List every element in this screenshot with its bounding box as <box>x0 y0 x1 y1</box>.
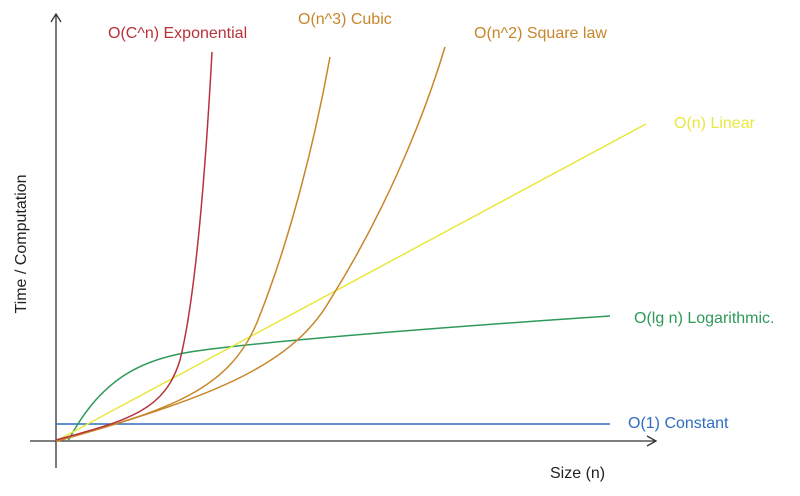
logarithmic-label: O(lg n) Logarithmic. <box>634 310 775 327</box>
y-axis-label: Time / Computation <box>13 174 30 313</box>
y-axis-arrow-icon <box>50 12 62 23</box>
cubic-label: O(n^3) Cubic <box>298 11 392 28</box>
x-axis-arrow-icon <box>646 435 658 447</box>
constant-label: O(1) Constant <box>628 415 729 432</box>
exponential-curve <box>55 51 213 441</box>
axes <box>30 12 658 468</box>
square-law-curve <box>57 46 446 442</box>
logarithmic-curve <box>67 315 611 442</box>
linear-line <box>55 123 647 442</box>
exponential-label: O(C^n) Exponential <box>108 25 247 42</box>
square-law-label: O(n^2) Square law <box>474 25 607 42</box>
linear-label: O(n) Linear <box>674 115 756 132</box>
x-axis-label: Size (n) <box>550 465 605 482</box>
cubic-curve <box>55 56 331 442</box>
